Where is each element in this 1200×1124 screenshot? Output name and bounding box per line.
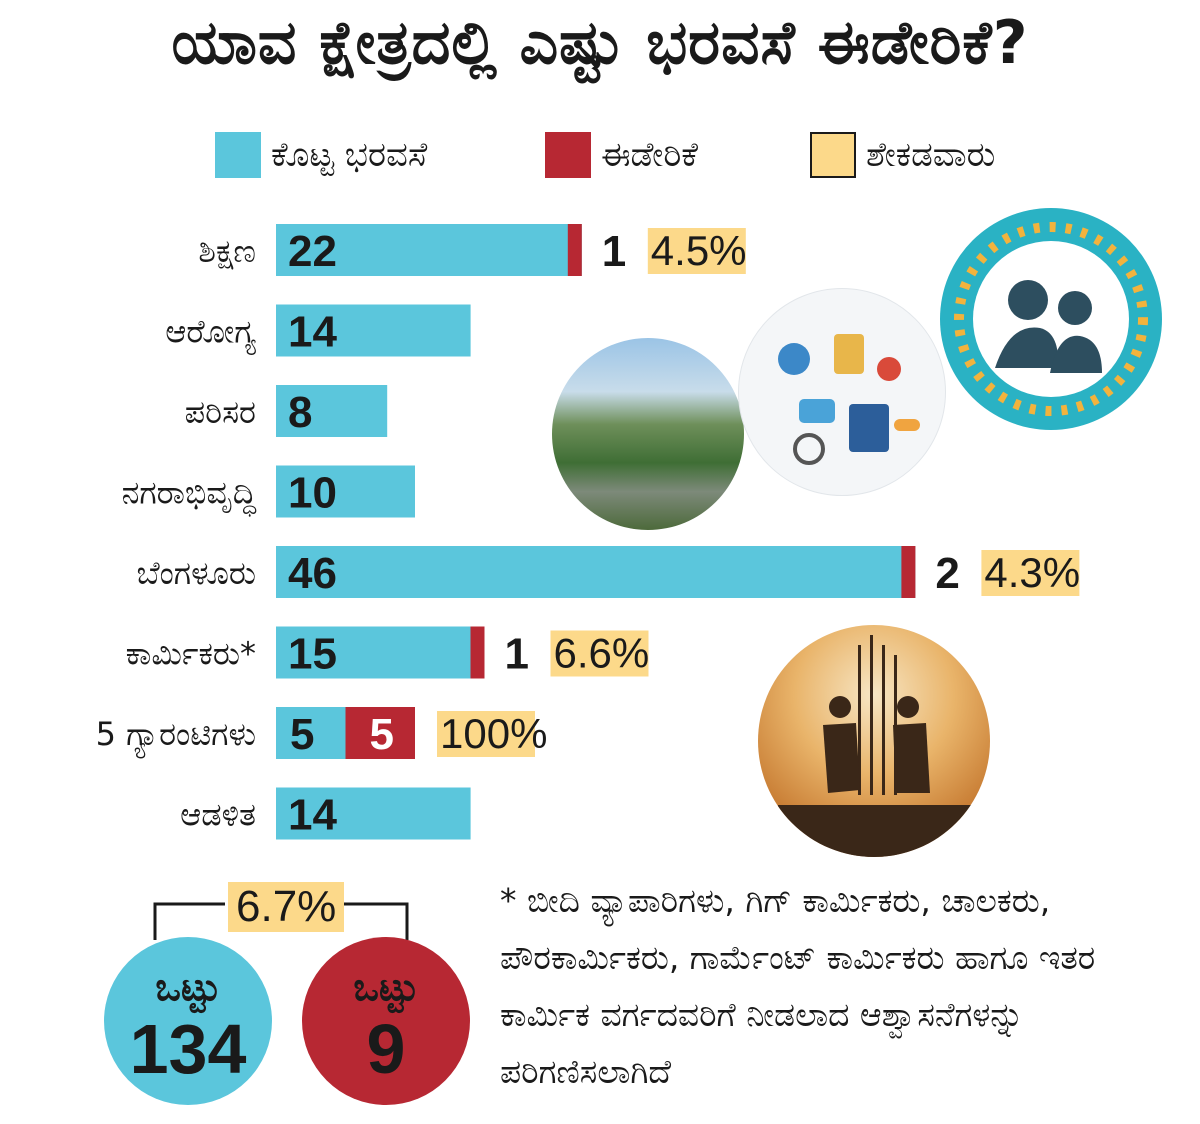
total-fulfilled-value: 9 — [366, 1010, 406, 1088]
category-label: ಪರಿಸರ — [185, 393, 256, 431]
value-label-promised: 15 — [288, 630, 337, 679]
legend-swatch-promised — [215, 132, 261, 178]
environment-photo — [552, 338, 744, 530]
legend-label-promised: ಕೊಟ್ಟ ಭರವಸೆ — [271, 135, 428, 175]
total-fulfilled-circle: ಒಟ್ಟು 9 — [302, 937, 470, 1105]
percent-badge — [550, 630, 649, 677]
legend-item-fulfilled: ಈಡೇರಿಕೆ — [545, 130, 698, 180]
value-label-promised: 5 — [290, 710, 314, 759]
category-label: ಆರೋಗ್ಯ — [165, 313, 256, 356]
total-promised-circle: ಒಟ್ಟು 134 — [104, 937, 272, 1105]
bar-promised — [276, 707, 346, 759]
bar-fulfilled — [470, 626, 485, 679]
percent-label: 6.6% — [554, 630, 650, 677]
bar-promised — [276, 224, 582, 276]
workers-photo — [758, 625, 990, 857]
category-label: ಆಡಳಿತ — [180, 796, 256, 834]
total-percent: 6.7% — [228, 882, 345, 932]
legend-label-fulfilled: ಈಡೇರಿಕೆ — [601, 135, 698, 175]
bar-promised — [276, 304, 471, 357]
legend-item-percent: ಶೇಕಡವಾರು — [810, 130, 995, 180]
legend-label-percent: ಶೇಕಡವಾರು — [866, 135, 996, 175]
value-label-fulfilled: 5 — [370, 710, 394, 759]
category-label: 5 ಗ್ಯಾರಂಟಿಗಳು — [96, 715, 256, 759]
bar-promised — [276, 787, 471, 840]
footnote: * ಬೀದಿ ವ್ಯಾಪಾರಿಗಳು, ಗಿಗ್ ಕಾರ್ಮಿಕರು, ಚಾಲಕ… — [500, 881, 1096, 1091]
percent-badge — [647, 228, 746, 274]
value-label-promised: 8 — [288, 388, 312, 437]
value-label-fulfilled: 1 — [602, 227, 626, 276]
health-photo — [738, 288, 946, 496]
legend-item-promised: ಕೊಟ್ಟ ಭರವಸೆ — [215, 130, 427, 180]
bar-promised — [276, 546, 916, 598]
value-label-promised: 22 — [288, 227, 337, 276]
total-bracket — [153, 902, 409, 940]
legend-swatch-percent — [810, 132, 856, 178]
category-label: ಬೆಂಗಳೂರು — [136, 554, 256, 592]
total-promised-value: 134 — [129, 1010, 247, 1088]
percent-badge — [437, 711, 535, 757]
value-label-promised: 46 — [288, 549, 337, 598]
value-label-fulfilled: 1 — [505, 630, 529, 679]
legend-swatch-fulfilled — [545, 132, 591, 178]
bar-fulfilled — [901, 546, 916, 598]
bar-chart: ಶಿಕ್ಷಣ 22 1 4.5% ಆರೋಗ್ಯ 14 ಪರಿಸರ 8 ನಗರಾಭಿವೃದ್ಧಿ 1… — [96, 224, 1080, 840]
bar-fulfilled — [345, 707, 415, 759]
bar-promised — [276, 626, 485, 679]
chart-title: ಯಾವ ಕ್ಷೇತ್ರದಲ್ಲಿ ಎಷ್ಟು ಭರವಸೆ ಈಡೇರಿಕೆ? — [171, 8, 1029, 78]
category-label: ನಗರಾಭಿವೃದ್ಧಿ — [122, 474, 257, 518]
value-label-promised: 10 — [288, 469, 337, 518]
value-label-promised: 14 — [288, 308, 337, 357]
bar-promised — [276, 465, 415, 518]
total-promised-label: ಒಟ್ಟು — [155, 965, 221, 1009]
percent-label: 4.5% — [651, 227, 747, 274]
education-photo — [940, 208, 1162, 430]
total-fulfilled-label: ಒಟ್ಟು — [353, 965, 419, 1009]
category-label: ಶಿಕ್ಷಣ — [198, 232, 256, 271]
value-label-fulfilled: 2 — [935, 549, 959, 598]
bar-fulfilled — [567, 224, 582, 276]
percent-label: 4.3% — [984, 549, 1080, 596]
percent-label: 100% — [440, 710, 547, 757]
percent-badge — [981, 550, 1080, 596]
value-label-promised: 14 — [288, 791, 337, 840]
category-label: ಕಾರ್ಮಿಕರು* — [126, 635, 256, 673]
bar-promised — [276, 385, 388, 437]
